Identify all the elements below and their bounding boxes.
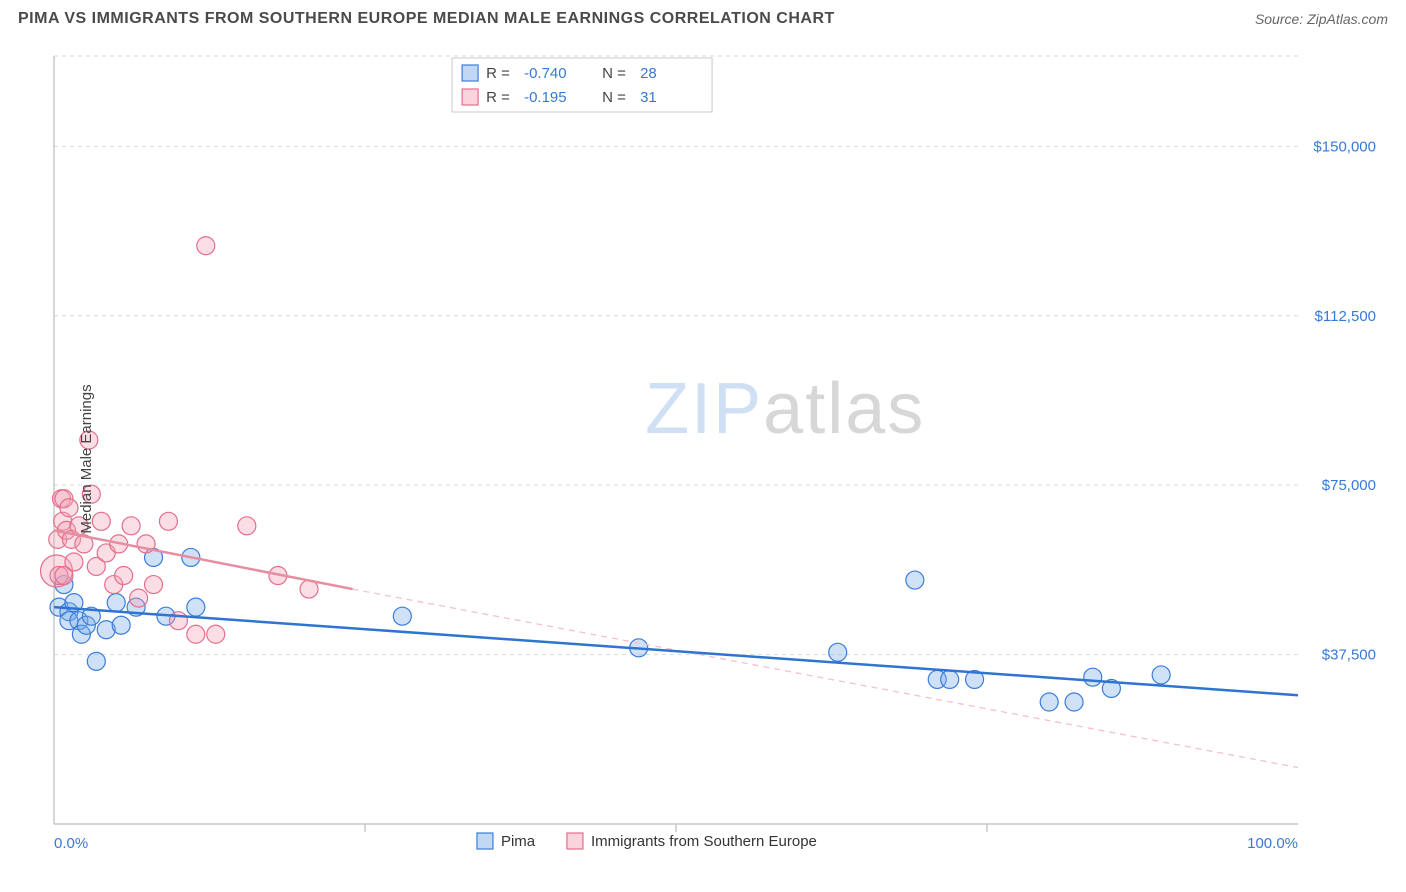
chart-container: Median Male Earnings ZIPatlas $37,500$75… — [18, 44, 1388, 874]
scatter-point — [207, 625, 225, 643]
stats-swatch-blue — [462, 65, 478, 81]
scatter-point — [145, 576, 163, 594]
y-tick-label: $112,500 — [1315, 308, 1376, 325]
stats-r-value-pink: -0.195 — [524, 89, 567, 106]
stats-r-label: R = — [486, 89, 510, 106]
source-name: ZipAtlas.com — [1307, 11, 1388, 27]
y-tick-label: $150,000 — [1313, 138, 1376, 155]
scatter-point — [1040, 693, 1058, 711]
y-tick-label: $75,000 — [1322, 477, 1376, 494]
stats-r-label: R = — [486, 65, 510, 82]
scatter-point — [1152, 666, 1170, 684]
scatter-point — [65, 553, 83, 571]
scatter-point — [941, 670, 959, 688]
legend-label-pink: Immigrants from Southern Europe — [591, 833, 817, 850]
stats-n-value-blue: 28 — [640, 65, 657, 82]
scatter-point — [115, 567, 133, 585]
x-tick-label: 0.0% — [54, 835, 88, 852]
scatter-point — [829, 643, 847, 661]
scatter-point — [393, 607, 411, 625]
stats-n-value-pink: 31 — [640, 89, 657, 106]
source-prefix: Source: — [1255, 11, 1307, 27]
scatter-point — [130, 589, 148, 607]
stats-n-label: N = — [602, 65, 626, 82]
scatter-point — [112, 616, 130, 634]
scatter-point — [187, 598, 205, 616]
legend-swatch-blue — [477, 833, 493, 849]
source-attribution: Source: ZipAtlas.com — [1255, 11, 1388, 27]
x-tick-label: 100.0% — [1247, 835, 1298, 852]
scatter-point — [60, 499, 78, 517]
scatter-point — [238, 517, 256, 535]
stats-r-value-blue: -0.740 — [524, 65, 567, 82]
legend-swatch-pink — [567, 833, 583, 849]
y-axis-label: Median Male Earnings — [78, 384, 95, 533]
scatter-point — [906, 571, 924, 589]
y-tick-label: $37,500 — [1322, 647, 1376, 664]
scatter-point — [159, 512, 177, 530]
legend-label-blue: Pima — [501, 833, 536, 850]
stats-n-label: N = — [602, 89, 626, 106]
scatter-point — [1084, 668, 1102, 686]
scatter-point — [197, 237, 215, 255]
trendline-blue — [54, 607, 1298, 695]
scatter-point — [187, 625, 205, 643]
chart-title: PIMA VS IMMIGRANTS FROM SOUTHERN EUROPE … — [18, 10, 835, 28]
stats-swatch-pink — [462, 89, 478, 105]
scatter-point — [122, 517, 140, 535]
scatter-chart: $37,500 $75,000 $112,500 $150,000 0.0% 100.0%… — [18, 44, 1388, 874]
scatter-point — [87, 652, 105, 670]
scatter-point — [107, 594, 125, 612]
scatter-point — [1065, 693, 1083, 711]
